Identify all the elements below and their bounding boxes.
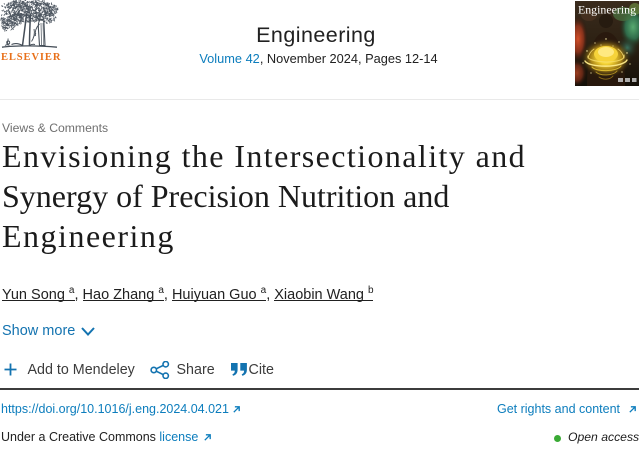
svg-text:Engineering: Engineering: [578, 5, 636, 17]
